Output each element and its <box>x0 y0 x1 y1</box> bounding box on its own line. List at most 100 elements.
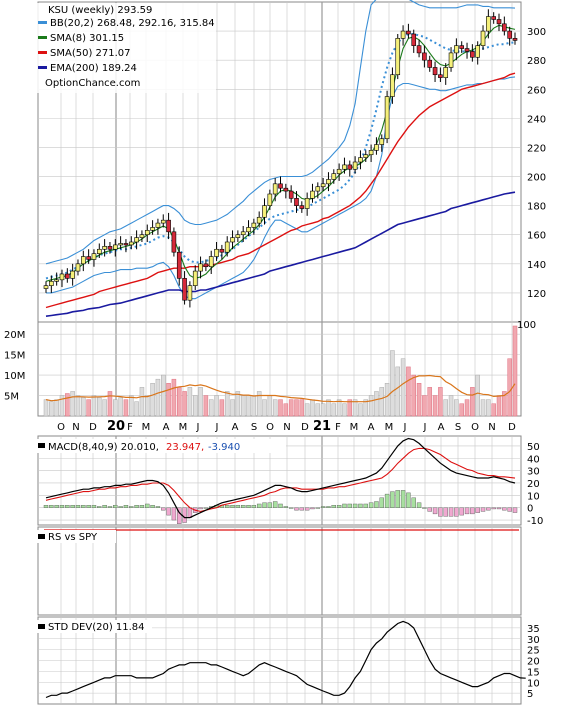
macd-histogram-bar <box>256 503 262 508</box>
rs-legend: RS vs SPY <box>36 530 116 543</box>
macd-legend: MACD(8,40,9) 20.010, 23.947, -3.940 <box>36 439 286 453</box>
price-tick-label: 200 <box>527 173 546 184</box>
volume-bar <box>352 399 358 417</box>
volume-bar <box>475 374 480 417</box>
volume-bar <box>496 395 502 417</box>
candle-body <box>368 150 374 156</box>
candle-body <box>139 234 145 238</box>
macd-tick-label: 40 <box>527 454 540 465</box>
candle-body <box>390 74 395 97</box>
volume-bar <box>49 401 54 417</box>
candle-body <box>144 230 150 236</box>
volume-bar <box>464 399 470 417</box>
candle-body <box>486 16 491 32</box>
macd-histogram-bar <box>390 491 395 508</box>
volume-bar <box>171 378 177 417</box>
volume-bar <box>326 399 331 417</box>
volume-bar <box>150 383 155 417</box>
volume-bar <box>411 374 416 417</box>
macd-histogram-bar <box>368 502 374 508</box>
macd-histogram-bar <box>118 506 123 508</box>
candle-body <box>294 198 299 206</box>
macd-histogram-bar <box>70 505 75 508</box>
candle-body <box>459 45 465 49</box>
rs-legend-label: RS vs SPY <box>48 532 98 543</box>
volume-bar <box>198 387 203 417</box>
candle-body <box>150 227 155 231</box>
candle-body <box>65 273 70 279</box>
volume-bar <box>443 399 448 417</box>
volume-tick-label: 10M <box>4 371 25 382</box>
macd-histogram-bar <box>502 507 507 511</box>
macd-histogram-bar <box>278 503 283 508</box>
volume-bar <box>304 403 310 417</box>
volume-bar <box>86 399 91 417</box>
macd-tick-label: 30 <box>527 467 540 478</box>
macd-histogram-bar <box>177 507 182 524</box>
candle-body <box>75 263 81 272</box>
candle-body <box>432 67 438 76</box>
volume-bar <box>70 391 75 417</box>
volume-bar <box>502 391 507 417</box>
candle-body <box>336 168 342 174</box>
candle-body <box>203 263 209 268</box>
candle-body <box>422 52 427 61</box>
candle-body <box>347 164 353 170</box>
std-tick-label: 20 <box>527 657 540 668</box>
std-legend-swatch <box>38 624 45 629</box>
macd-histogram-bar <box>86 505 91 508</box>
volume-bar <box>507 358 512 417</box>
macd-tick-label: 20 <box>527 479 540 490</box>
candle-body <box>379 138 385 145</box>
x-axis-label: J <box>196 422 200 433</box>
ema200-line <box>45 191 516 317</box>
candle-body <box>448 52 454 68</box>
candle-body <box>363 154 369 158</box>
macd-histogram-bar <box>507 507 512 512</box>
macd-histogram-bar <box>411 497 416 508</box>
macd-legend-hist: -3.940 <box>208 442 240 453</box>
macd-histogram-bar <box>422 507 427 509</box>
candle-body <box>352 161 358 170</box>
macd-histogram-bar <box>496 507 502 510</box>
std-tick-label: 35 <box>527 624 540 635</box>
candle-body <box>438 74 443 78</box>
candle-body <box>96 248 102 254</box>
price-tick-label: 260 <box>527 85 546 96</box>
macd-histogram-bar <box>288 507 294 509</box>
candle-body <box>326 179 331 185</box>
candle-body <box>342 164 347 170</box>
x-axis-label: 20 <box>107 419 125 434</box>
volume-tick-label: 5M <box>4 392 19 403</box>
candle-body <box>155 222 161 228</box>
candle-body <box>235 234 241 238</box>
macd-histogram-bar <box>406 492 411 508</box>
legend-sma50-swatch <box>38 51 47 54</box>
macd-histogram-bar <box>443 507 448 517</box>
macd-histogram-bar <box>358 503 363 508</box>
candle-body <box>176 251 182 279</box>
x-axis-label: D <box>301 422 309 433</box>
candle-body <box>454 45 459 54</box>
volume-bar <box>91 395 97 417</box>
x-axis-label: A <box>232 422 239 433</box>
x-axis-label: O <box>266 422 274 433</box>
macd-histogram-bar <box>59 505 65 508</box>
volume-bar <box>422 395 427 417</box>
macd-histogram-bar <box>182 507 187 523</box>
price-tick-label: 280 <box>527 56 546 67</box>
candle-body <box>240 231 246 236</box>
macd-histogram-bar <box>454 507 459 517</box>
volume-bar <box>192 395 198 417</box>
macd-histogram-bar <box>171 507 177 521</box>
macd-histogram-bar <box>427 507 432 512</box>
x-axis-label: M <box>385 422 394 433</box>
x-axis-label: M <box>350 422 359 433</box>
volume-bar <box>54 399 59 417</box>
volume-bar <box>390 350 395 417</box>
volume-bar <box>214 395 219 417</box>
macd-histogram-bar <box>91 505 97 508</box>
volume-bar <box>240 395 246 417</box>
x-axis-label: N <box>283 422 290 433</box>
volume-bar <box>102 399 107 417</box>
